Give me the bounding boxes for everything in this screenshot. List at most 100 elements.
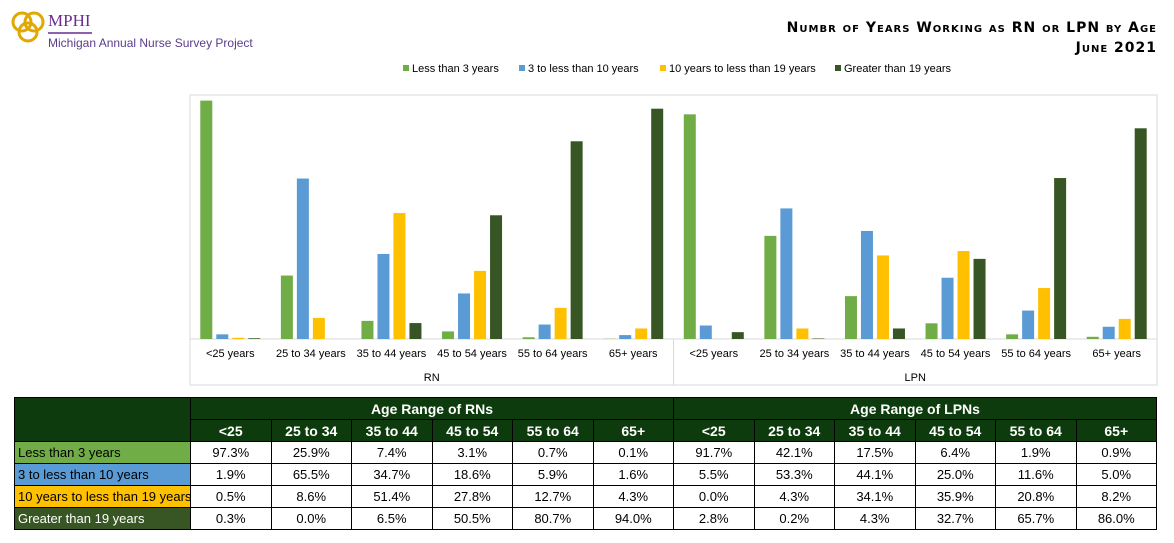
column-header: 45 to 54: [914, 419, 996, 442]
row-label: Less than 3 years: [14, 441, 191, 464]
value-cell: 8.2%: [1075, 485, 1157, 508]
bar: [458, 293, 471, 339]
bar: [216, 334, 229, 339]
value-cell: 65.7%: [995, 507, 1077, 530]
bar: [1022, 310, 1035, 339]
value-cell: 80.7%: [512, 507, 594, 530]
value-cell: 34.7%: [351, 463, 433, 486]
bar: [1038, 288, 1051, 339]
value-cell: 11.6%: [995, 463, 1077, 486]
value-cell: 51.4%: [351, 485, 433, 508]
bar: [280, 275, 293, 339]
chart-subtitle: June 2021: [1075, 40, 1157, 56]
logo: [11, 11, 92, 43]
x-tick-label: 55 to 64 years: [1001, 348, 1071, 360]
value-cell: 6.5%: [351, 507, 433, 530]
x-tick-label: <25 years: [206, 348, 255, 360]
bar: [973, 258, 986, 339]
data-row: Greater than 19 years 0.3% 0.0% 6.5% 50.5% 80…: [14, 507, 1157, 530]
value-cell: 0.2%: [753, 507, 835, 530]
bar: [683, 114, 696, 340]
bar: [522, 337, 535, 339]
value-cell: 12.7%: [512, 485, 594, 508]
bar: [361, 320, 374, 339]
value-cell: 17.5%: [834, 441, 916, 464]
x-tick-label: <25 years: [689, 348, 738, 360]
row-label: 3 to less than 10 years: [14, 463, 191, 486]
chart: MPHI Michigan Annual Nurse Survey Projec…: [11, 11, 1158, 386]
logo-text: MPHI: [48, 11, 91, 30]
bar: [442, 331, 455, 339]
bar: [780, 208, 793, 339]
value-cell: 20.8%: [995, 485, 1077, 508]
chart-title: Numbr of Years Working as RN or LPN by A…: [787, 20, 1157, 36]
legend-swatch: [519, 65, 525, 71]
bar: [941, 277, 954, 339]
value-cell: 97.3%: [190, 441, 272, 464]
header-row: <25 25 to 34 35 to 44 45 to 54 55 to 64 65+ <2…: [15, 419, 1157, 442]
legend-label: 3 to less than 10 years: [528, 63, 639, 75]
legend-label: Greater than 19 years: [844, 63, 952, 75]
row-label: Greater than 19 years: [14, 507, 191, 530]
value-cell: 53.3%: [753, 463, 835, 486]
bar: [554, 307, 567, 339]
legend-label: 10 years to less than 19 years: [669, 63, 816, 75]
value-cell: 2.8%: [673, 507, 755, 530]
legend-label: Less than 3 years: [412, 63, 499, 75]
bar: [474, 270, 487, 339]
bar: [619, 335, 632, 339]
value-cell: 86.0%: [1075, 507, 1157, 530]
legend-swatch: [835, 65, 841, 71]
column-header: 55 to 64: [512, 419, 594, 442]
x-tick-label: 45 to 54 years: [437, 348, 507, 360]
logo-ring: [17, 21, 39, 43]
value-cell: 27.8%: [431, 485, 513, 508]
x-tick-label: 65+ years: [609, 348, 658, 360]
x-tick-label: 25 to 34 years: [276, 348, 346, 360]
value-cell: 1.9%: [190, 463, 272, 486]
bar: [796, 328, 809, 339]
bar: [296, 178, 309, 339]
column-header: 35 to 44: [834, 419, 916, 442]
bar: [570, 141, 583, 339]
value-cell: 91.7%: [673, 441, 755, 464]
x-tick-label: 35 to 44 years: [357, 348, 427, 360]
value-cell: 44.1%: [834, 463, 916, 486]
bar: [1102, 326, 1115, 339]
group-header: Age Range of RNs: [190, 397, 674, 420]
value-cell: 5.5%: [673, 463, 755, 486]
value-cell: 94.0%: [592, 507, 674, 530]
header-row: Age Range of RNs Age Range of LPNs: [14, 397, 1157, 442]
group-label: RN: [424, 372, 440, 384]
value-cell: 0.0%: [673, 485, 755, 508]
x-tick-label: 55 to 64 years: [518, 348, 588, 360]
bar: [651, 108, 664, 339]
value-cell: 4.3%: [753, 485, 835, 508]
bar: [312, 317, 325, 339]
x-tick-label: 45 to 54 years: [921, 348, 991, 360]
value-cell: 5.9%: [512, 463, 594, 486]
data-row: Less than 3 years 97.3% 25.9% 7.4% 3.1% 0.7% 0…: [14, 441, 1157, 464]
bar: [200, 100, 213, 340]
value-cell: 4.3%: [834, 507, 916, 530]
value-cell: 18.6%: [431, 463, 513, 486]
bar: [699, 325, 712, 339]
bar: [377, 253, 390, 339]
corner-cell: [14, 397, 191, 442]
tagline: Michigan Annual Nurse Survey Project: [48, 36, 253, 50]
value-cell: 5.0%: [1075, 463, 1157, 486]
bar: [232, 337, 245, 339]
legend-swatch: [660, 65, 666, 71]
bar: [490, 215, 503, 339]
value-cell: 0.3%: [190, 507, 272, 530]
bar: [844, 296, 857, 339]
legend-swatch: [403, 65, 409, 71]
bar: [1134, 128, 1147, 339]
data-row: 10 years to less than 19 years 0.5% 8.6% 51…: [14, 485, 1157, 508]
bar: [1054, 178, 1067, 339]
value-cell: 65.5%: [270, 463, 352, 486]
bar: [892, 328, 905, 339]
bar: [1086, 336, 1099, 339]
bar: [635, 328, 648, 339]
